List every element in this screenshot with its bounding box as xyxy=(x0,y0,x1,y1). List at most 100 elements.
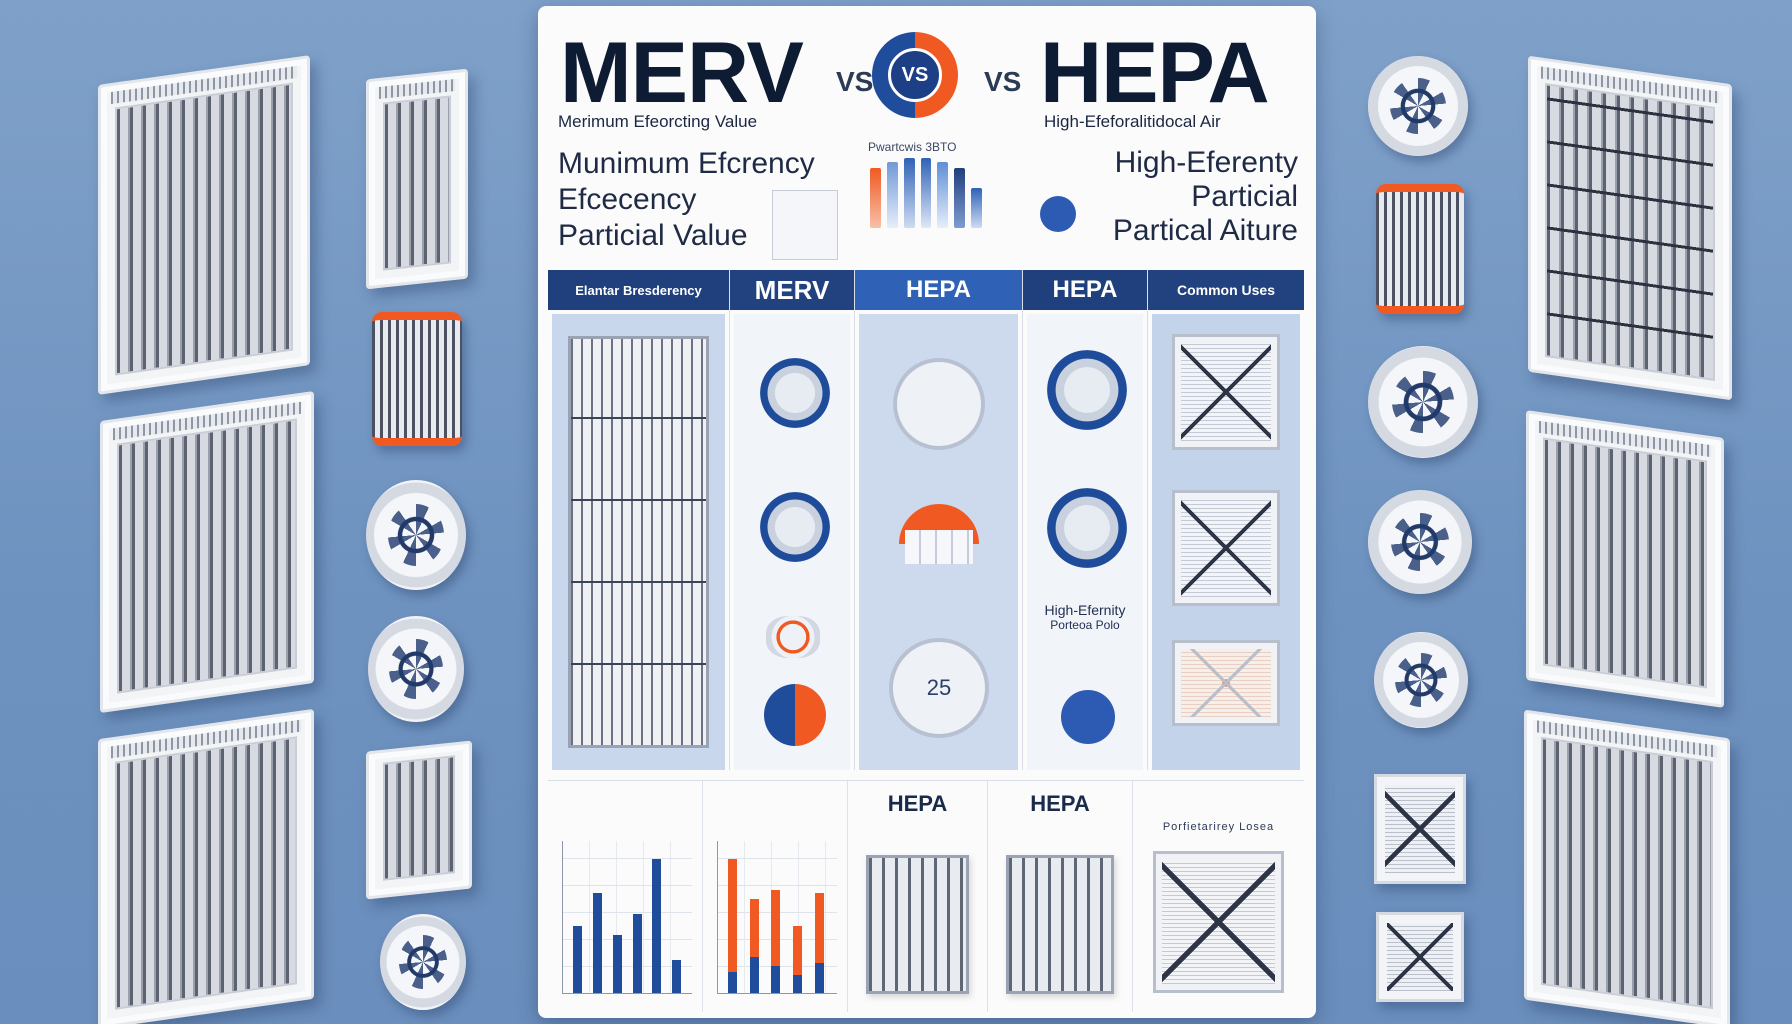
table-cell xyxy=(552,314,725,770)
chart-bar xyxy=(771,889,781,966)
mini-gradient-chart xyxy=(870,158,983,228)
infographic-poster: MERV VS VS VS HEPA Merimum Efeorcting Va… xyxy=(538,6,1316,1018)
chart-bar xyxy=(792,974,802,993)
mini-bar xyxy=(870,168,881,228)
panel-filter-illustration xyxy=(98,708,314,1024)
mini-bar xyxy=(886,162,898,228)
chart-bar xyxy=(814,962,824,993)
pleated-filter-illustration xyxy=(1006,855,1114,994)
chart-bar xyxy=(672,959,682,993)
chart-bar xyxy=(749,956,759,993)
hepa-definition-line: Particial xyxy=(1191,180,1298,213)
table-column: HEPA High-Efernity Porteoa Polo xyxy=(1023,270,1148,770)
mesh-filter-illustration xyxy=(1172,490,1280,606)
table-header: MERV xyxy=(730,270,854,310)
chart-bar xyxy=(632,913,642,993)
mini-bar xyxy=(903,158,915,228)
chart-bar xyxy=(728,859,737,972)
filter-disc-icon xyxy=(1061,690,1115,744)
mesh-filter-illustration xyxy=(1172,334,1280,450)
mini-bar xyxy=(971,188,983,228)
mini-bar xyxy=(954,168,966,228)
bottom-cell xyxy=(548,781,703,1012)
chart-bar xyxy=(573,926,582,993)
subtitle-merv: Merimum Efeorcting Value xyxy=(558,112,758,131)
chart-bar xyxy=(814,892,824,963)
legend-box xyxy=(772,190,838,260)
hepa-note-line: High-Efernity xyxy=(1044,602,1126,618)
hepa-definition: High-Eferenty Particial Partical Aiture xyxy=(1078,146,1298,248)
hepa-bar-chart xyxy=(717,841,837,994)
fan-icon xyxy=(368,616,464,722)
chart-bar xyxy=(612,935,622,993)
hepa-note: High-Efernity Porteoa Polo xyxy=(1027,602,1143,632)
status-dot-icon xyxy=(1040,196,1076,232)
table-header: Elantar Bresderency xyxy=(548,270,729,310)
merv-definition-line: Particial Value xyxy=(558,219,748,252)
mini-chart-label: Pwartcwis 3BTO xyxy=(868,140,957,154)
chart-bar xyxy=(771,965,781,993)
fan-icon xyxy=(380,914,466,1010)
table-header: HEPA xyxy=(1023,270,1147,310)
panel-filter-illustration xyxy=(1524,709,1730,1024)
pleated-filter-illustration xyxy=(568,336,709,748)
panel-filter-illustration xyxy=(100,390,314,714)
chart-bar xyxy=(728,971,737,993)
dial-gauge: 25 xyxy=(889,638,989,738)
chart-bar xyxy=(792,926,802,975)
comparison-table: Elantar Bresderency MERV HEPA 25 xyxy=(548,270,1304,770)
fan-icon xyxy=(366,480,466,590)
filter-ring-icon xyxy=(1047,350,1127,430)
mesh-filter-illustration xyxy=(1376,912,1464,1002)
table-header: Common Uses xyxy=(1148,270,1304,310)
bottom-cell: Porfietarirey Losea xyxy=(1133,781,1304,1012)
merv-bar-chart xyxy=(562,841,692,994)
bottom-header: HEPA xyxy=(887,791,948,816)
fan-icon xyxy=(1368,56,1468,156)
table-cell xyxy=(734,314,850,770)
hepa-definition-line: High-Eferenty xyxy=(1114,146,1298,179)
fan-icon xyxy=(1368,490,1472,594)
panel-filter-illustration xyxy=(98,55,310,395)
filter-ring-icon xyxy=(760,492,830,562)
chart-bar xyxy=(592,892,602,993)
panel-filter-illustration xyxy=(366,68,468,290)
vs-label-right: VS xyxy=(984,66,1022,97)
mesh-filter-illustration xyxy=(1374,774,1466,884)
cylinder-filter-illustration xyxy=(372,312,462,446)
chart-bar xyxy=(749,898,759,957)
table-column: MERV xyxy=(730,270,855,770)
bottom-cell: HEPA xyxy=(988,781,1133,1012)
table-cell: 25 xyxy=(859,314,1018,770)
subtitle-hepa: High-Efeforalitidocal Air xyxy=(1044,112,1221,131)
mini-bar xyxy=(920,158,932,228)
panel-filter-illustration xyxy=(1528,55,1732,401)
filter-ring-icon xyxy=(760,358,830,428)
panel-filter-illustration xyxy=(1526,410,1724,708)
mini-bar xyxy=(937,162,949,228)
hepa-note-line: Porteoa Polo xyxy=(1050,618,1120,632)
bottom-header: Porfietarirey Losea xyxy=(1162,821,1275,833)
merv-definition: Munimum Efcrency Efcecency Particial Val… xyxy=(558,146,815,254)
table-column: Elantar Bresderency xyxy=(548,270,730,770)
mesh-filter-illustration xyxy=(1172,640,1280,726)
filter-ring-icon xyxy=(766,616,820,658)
title-merv: MERV xyxy=(560,25,804,121)
chart-bar xyxy=(652,859,662,993)
hepa-definition-line: Partical Aiture xyxy=(1112,214,1298,247)
bottom-row: HEPA HEPA Porfietarirey Losea xyxy=(548,780,1304,1012)
table-cell xyxy=(1152,314,1300,770)
table-header: HEPA xyxy=(855,270,1022,310)
merv-definition-line: Munimum Efcrency xyxy=(558,147,815,180)
pleated-filter-illustration xyxy=(866,855,969,994)
bottom-cell xyxy=(703,781,848,1012)
fan-icon xyxy=(1374,632,1468,728)
merv-definition-line: Efcecency xyxy=(558,183,697,216)
filter-ring-icon xyxy=(1047,488,1127,568)
house-icon xyxy=(899,504,979,564)
fan-icon xyxy=(1368,346,1478,458)
dial-value: 25 xyxy=(926,675,952,700)
cylinder-filter-illustration xyxy=(1376,184,1464,314)
bottom-header: HEPA xyxy=(1030,791,1090,816)
pie-icon xyxy=(764,684,826,746)
